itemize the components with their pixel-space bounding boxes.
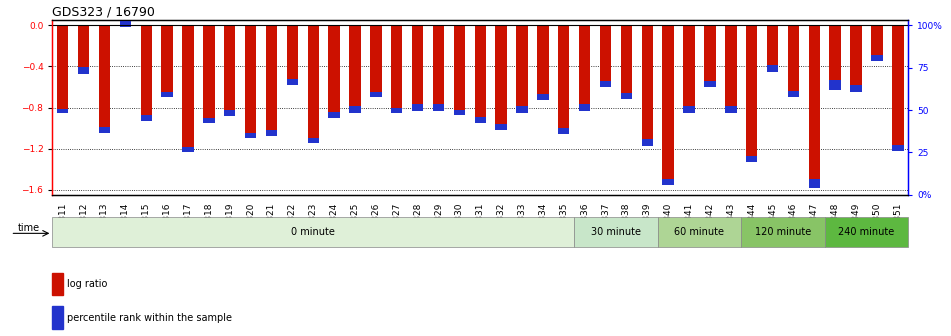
Bar xyxy=(537,25,549,100)
Bar xyxy=(99,25,110,133)
Bar xyxy=(224,25,236,116)
Bar xyxy=(579,104,591,111)
Bar xyxy=(787,91,799,97)
Bar xyxy=(204,25,215,123)
Bar xyxy=(516,107,528,113)
Bar xyxy=(663,25,674,184)
Bar xyxy=(642,139,653,145)
Bar xyxy=(78,68,89,74)
Bar xyxy=(825,217,908,247)
Bar xyxy=(391,108,402,113)
Bar xyxy=(245,25,257,138)
Text: 240 minute: 240 minute xyxy=(839,227,895,237)
Bar xyxy=(141,25,152,121)
Bar xyxy=(537,94,549,100)
Text: 60 minute: 60 minute xyxy=(674,227,725,237)
Bar xyxy=(704,81,716,87)
Bar xyxy=(224,110,236,116)
Bar xyxy=(475,117,486,123)
Bar xyxy=(829,25,841,90)
Bar xyxy=(516,25,528,113)
Bar xyxy=(621,93,632,99)
Bar xyxy=(349,25,360,113)
Bar xyxy=(349,107,360,113)
Bar xyxy=(286,25,298,85)
Bar xyxy=(808,25,820,188)
Bar xyxy=(454,110,465,115)
Bar xyxy=(725,25,736,113)
Bar xyxy=(183,25,194,152)
Text: percentile rank within the sample: percentile rank within the sample xyxy=(68,312,232,323)
Bar xyxy=(871,55,883,61)
Bar xyxy=(245,133,257,138)
Bar xyxy=(621,25,632,99)
Bar xyxy=(204,118,215,123)
Bar xyxy=(642,25,653,145)
Bar xyxy=(52,273,63,295)
Bar xyxy=(412,25,423,111)
Bar xyxy=(433,25,444,111)
Bar xyxy=(78,25,89,74)
Bar xyxy=(412,104,423,111)
Bar xyxy=(99,127,110,133)
Bar xyxy=(120,25,131,27)
Bar xyxy=(286,79,298,85)
Bar xyxy=(265,130,278,136)
Bar xyxy=(307,138,319,143)
Bar xyxy=(850,25,862,92)
Bar xyxy=(871,25,883,61)
Bar xyxy=(767,25,778,72)
Bar xyxy=(808,179,820,188)
Bar xyxy=(57,109,68,113)
Bar xyxy=(370,25,381,97)
Bar xyxy=(391,25,402,113)
Bar xyxy=(746,25,757,162)
Bar xyxy=(495,25,507,130)
Bar xyxy=(475,25,486,123)
Text: GDS323 / 16790: GDS323 / 16790 xyxy=(52,6,155,19)
Bar xyxy=(741,217,825,247)
Bar xyxy=(725,107,736,113)
Bar xyxy=(307,25,319,143)
Bar xyxy=(328,112,340,118)
Bar xyxy=(265,25,278,136)
Bar xyxy=(558,128,570,134)
Bar xyxy=(495,124,507,130)
Bar xyxy=(120,21,131,27)
Bar xyxy=(704,25,716,87)
Bar xyxy=(658,217,741,247)
Bar xyxy=(767,66,778,72)
Bar xyxy=(52,306,63,329)
Bar xyxy=(370,92,381,97)
Bar xyxy=(433,104,444,111)
Bar xyxy=(850,85,862,92)
Bar xyxy=(600,25,611,87)
Bar xyxy=(746,156,757,162)
Bar xyxy=(183,146,194,152)
Bar xyxy=(141,115,152,121)
Bar xyxy=(683,107,695,113)
Text: time: time xyxy=(18,223,40,233)
Bar xyxy=(892,144,903,151)
Bar xyxy=(829,80,841,90)
Bar xyxy=(579,25,591,111)
Bar xyxy=(683,25,695,113)
Bar xyxy=(57,25,68,113)
Bar xyxy=(787,25,799,97)
Bar xyxy=(328,25,340,118)
Bar xyxy=(663,179,674,184)
Text: log ratio: log ratio xyxy=(68,279,107,289)
Bar xyxy=(558,25,570,134)
Text: 0 minute: 0 minute xyxy=(291,227,335,237)
Bar xyxy=(454,25,465,115)
Bar xyxy=(574,217,658,247)
Text: 30 minute: 30 minute xyxy=(591,227,641,237)
Bar xyxy=(162,25,173,97)
Bar xyxy=(600,81,611,87)
Bar xyxy=(162,92,173,97)
Bar xyxy=(52,217,574,247)
Text: 120 minute: 120 minute xyxy=(755,227,811,237)
Bar xyxy=(892,25,903,151)
